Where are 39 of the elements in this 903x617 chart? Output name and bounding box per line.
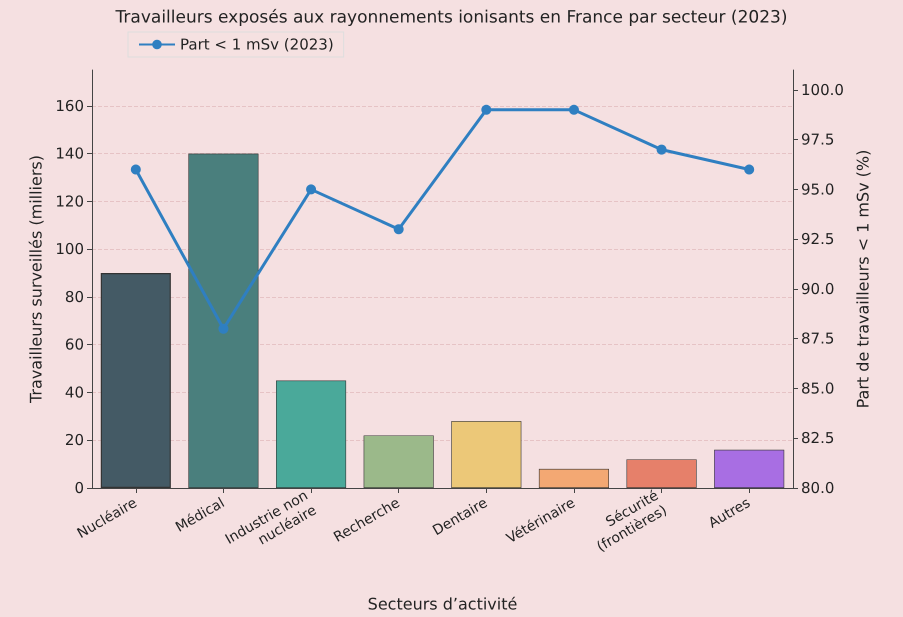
y-axis-title: Travailleurs surveillés (milliers) (26, 155, 46, 404)
y-tick-label: 40 (64, 383, 84, 402)
y2-tick-label: 97.5 (801, 130, 834, 149)
y-tick-label: 140 (55, 144, 84, 163)
point (656, 144, 667, 155)
bar (451, 421, 522, 488)
bar (100, 273, 171, 488)
y-tick-label: 60 (64, 336, 84, 354)
point (130, 164, 141, 175)
y-tick-label: 20 (64, 431, 84, 450)
y2-axis-title: Part de travailleurs < 1 mSv (%) (854, 150, 872, 408)
y2-tick-label: 100.0 (801, 80, 844, 99)
y2-tick-label: 85.0 (801, 379, 834, 398)
y2-tick-label: 95.0 (801, 180, 834, 198)
y-tick-label: 0 (74, 479, 84, 497)
point (568, 104, 579, 115)
y2-tick-label: 90.0 (801, 280, 834, 298)
bar (188, 154, 258, 488)
x-axis-title: Secteurs d’activité (368, 594, 518, 614)
bar (538, 468, 609, 488)
chart-title: Travailleurs exposés aux rayonnements ionisants en France par secteur (2023) (114, 8, 788, 28)
y2-tick-label: 92.5 (801, 230, 834, 248)
point (306, 184, 316, 194)
legend-label: Part < 1 mSv (2023) (180, 36, 334, 54)
bar (626, 459, 697, 488)
point (394, 224, 404, 234)
y2-tick-label: 87.5 (801, 330, 834, 348)
point (744, 164, 754, 175)
y-tick-label: 80 (64, 288, 84, 306)
y2-tick-label: 82.5 (801, 429, 834, 448)
bar (714, 450, 784, 488)
point (481, 104, 492, 115)
bar (276, 380, 346, 488)
y-tick-label: 120 (55, 192, 84, 210)
point (218, 324, 228, 334)
bar (364, 435, 434, 488)
y-tick-label: 100 (55, 240, 84, 258)
y2-tick-label: 80.0 (801, 479, 834, 497)
y-tick-label: 160 (55, 96, 84, 115)
